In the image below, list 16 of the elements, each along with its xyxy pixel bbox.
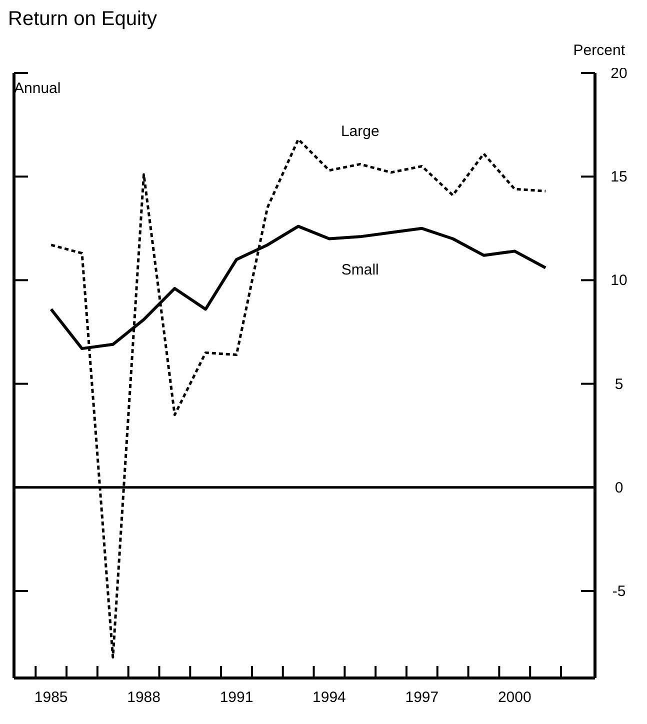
x-tick-label: 1985 bbox=[34, 689, 68, 706]
x-tick-label: 1991 bbox=[220, 689, 254, 706]
y-tick-label: 10 bbox=[610, 272, 628, 290]
y-tick-label: 0 bbox=[614, 479, 624, 496]
x-tick-label: 1994 bbox=[312, 689, 346, 706]
series-label: Large bbox=[340, 123, 380, 140]
chart-title: Return on Equity bbox=[8, 8, 157, 31]
x-tick-label: 1988 bbox=[127, 689, 160, 706]
y-tick-label: 5 bbox=[614, 376, 624, 393]
x-tick-label: 2000 bbox=[498, 689, 532, 706]
annotation: Annual bbox=[14, 80, 61, 97]
series-label: Small bbox=[341, 262, 379, 279]
x-tick-label: 1997 bbox=[405, 689, 439, 706]
y-axis-title: Percent bbox=[573, 42, 625, 59]
y-tick-label: -5 bbox=[612, 582, 626, 600]
y-tick-label: 15 bbox=[610, 168, 628, 186]
